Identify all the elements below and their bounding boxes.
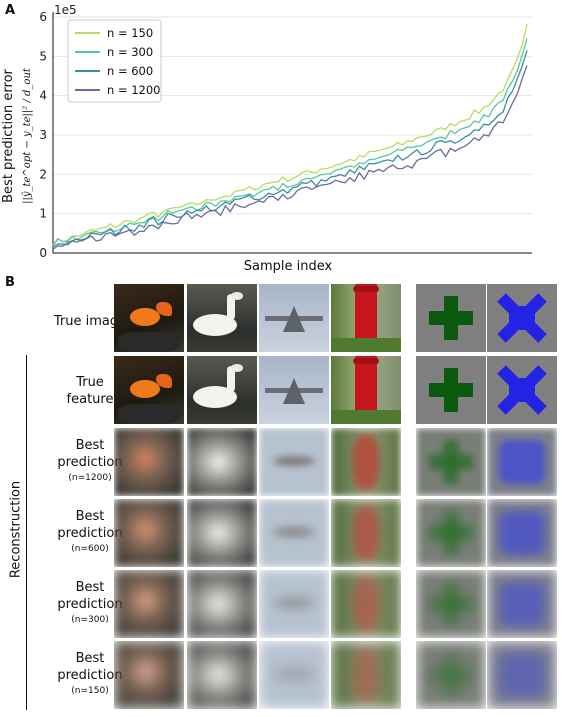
tile-swan-row-5 xyxy=(187,641,257,709)
row-label-best-1200: Best prediction (n=1200) xyxy=(57,438,123,483)
tile-airplane-row-2 xyxy=(259,428,329,496)
legend-label: n = 300 xyxy=(107,45,153,59)
legend-label: n = 150 xyxy=(107,26,153,40)
tile-blue-x-row-4 xyxy=(487,570,557,638)
tile-airplane-row-1 xyxy=(259,356,329,424)
y-tick-label: 5 xyxy=(39,49,47,63)
tile-red-postbox-row-2 xyxy=(331,428,401,496)
tile-airplane-row-4 xyxy=(259,570,329,638)
tile-goldfish-row-4 xyxy=(114,570,184,638)
tile-green-cross-row-5 xyxy=(416,641,486,709)
row-label-best-600: Best prediction (n=600) xyxy=(57,509,123,554)
tile-swan-row-1 xyxy=(187,356,257,424)
tile-green-cross-row-0 xyxy=(416,284,486,352)
y-axis-label-line1: Best prediction error xyxy=(1,68,16,202)
tile-goldfish-row-5 xyxy=(114,641,184,709)
series-line xyxy=(52,50,528,248)
tile-blue-x-row-3 xyxy=(487,499,557,567)
tile-airplane-row-0 xyxy=(259,284,329,352)
series-line xyxy=(52,24,528,245)
y-tick-label: 6 xyxy=(39,10,47,24)
tile-blue-x-row-1 xyxy=(487,356,557,424)
tile-blue-x-row-2 xyxy=(487,428,557,496)
x-axis-label: Sample index xyxy=(244,259,333,274)
tile-red-postbox-row-0 xyxy=(331,284,401,352)
tile-swan-row-3 xyxy=(187,499,257,567)
row-label-true-image: True image xyxy=(53,314,127,329)
legend-label: n = 1200 xyxy=(107,83,161,97)
y-axis-label-line2: ||ŷ_te^opt − y_te||² / d_out xyxy=(22,67,33,204)
y-tick-label: 3 xyxy=(39,128,47,142)
panel-a-letter: A xyxy=(5,3,16,18)
tile-goldfish-row-2 xyxy=(114,428,184,496)
tile-green-cross-row-1 xyxy=(416,356,486,424)
y-tick-label: 4 xyxy=(39,89,47,103)
tile-blue-x-row-5 xyxy=(487,641,557,709)
tile-airplane-row-3 xyxy=(259,499,329,567)
tile-goldfish-row-3 xyxy=(114,499,184,567)
y-tick-label: 0 xyxy=(39,246,47,260)
tile-swan-row-0 xyxy=(187,284,257,352)
tile-blue-x-row-0 xyxy=(487,284,557,352)
legend-box xyxy=(67,19,162,103)
reconstruction-bracket xyxy=(26,355,27,710)
tile-red-postbox-row-4 xyxy=(331,570,401,638)
tile-goldfish-row-0 xyxy=(114,284,184,352)
tile-green-cross-row-4 xyxy=(416,570,486,638)
y-tick-label: 1 xyxy=(39,207,47,221)
tile-red-postbox-row-5 xyxy=(331,641,401,709)
tile-green-cross-row-2 xyxy=(416,428,486,496)
tile-airplane-row-5 xyxy=(259,641,329,709)
series-line xyxy=(52,38,528,247)
tile-swan-row-4 xyxy=(187,570,257,638)
y-axis-exponent: 1e5 xyxy=(54,3,77,17)
row-label-true-feature: True feature xyxy=(66,375,114,407)
panel-b-letter: B xyxy=(5,275,15,290)
chart-legend: n = 150 n = 300 n = 600 n = 1200 xyxy=(67,19,162,103)
legend-label: n = 600 xyxy=(107,64,153,78)
series-line xyxy=(52,65,528,250)
reconstruction-label: Reconstruction xyxy=(8,480,24,579)
row-label-best-150: Best prediction (n=150) xyxy=(57,651,123,696)
tile-red-postbox-row-1 xyxy=(331,356,401,424)
y-tick-label: 2 xyxy=(39,167,47,181)
prediction-error-chart: 0 1 2 3 4 5 6 1e5 Sample index Best prediction… xyxy=(1,3,532,274)
tile-green-cross-row-3 xyxy=(416,499,486,567)
tile-swan-row-2 xyxy=(187,428,257,496)
row-label-best-300: Best prediction (n=300) xyxy=(57,580,123,625)
tile-goldfish-row-1 xyxy=(114,356,184,424)
tile-red-postbox-row-3 xyxy=(331,499,401,567)
